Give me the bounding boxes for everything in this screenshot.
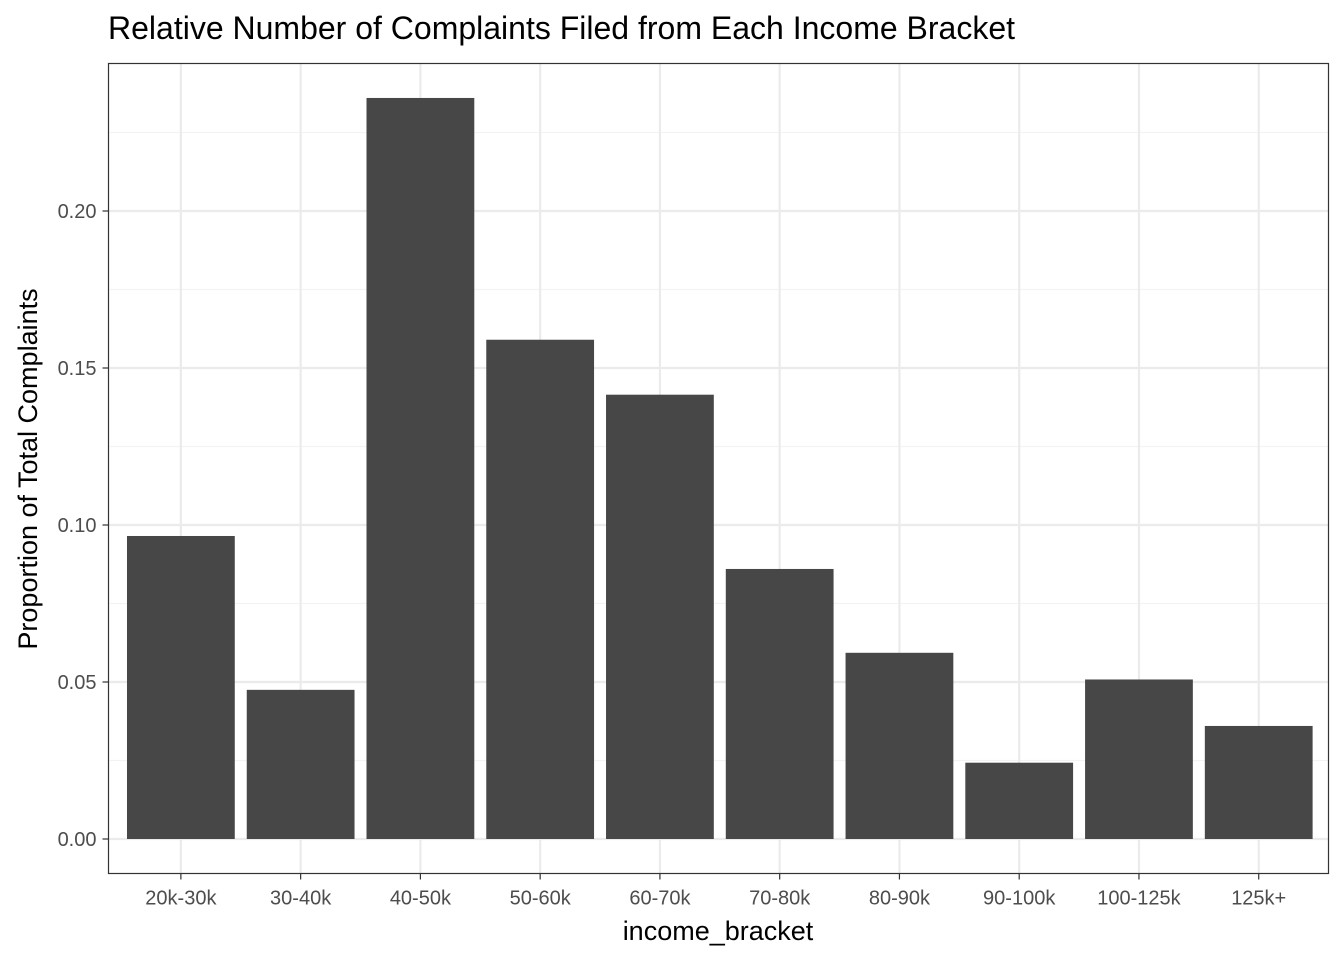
bar-30-40k: [246, 689, 355, 839]
bar-80-90k: [845, 652, 954, 839]
y-tick-label: 0.10: [58, 515, 97, 537]
bar-100-125k: [1085, 679, 1193, 839]
chart-title: Relative Number of Complaints Filed from…: [108, 10, 1015, 46]
x-tick-label: 20k-30k: [145, 888, 217, 910]
y-axis: 0.00 0.05 0.10 0.15 0.20: [58, 201, 109, 851]
bar-90-100k: [965, 762, 1074, 839]
x-tick-label: 30-40k: [270, 888, 332, 910]
bar-60-70k: [606, 394, 714, 839]
y-tick-label: 0.05: [58, 672, 97, 694]
bar-70-80k: [725, 568, 834, 839]
y-axis-title: Proportion of Total Complaints: [13, 288, 43, 649]
bar-125k+: [1204, 725, 1313, 839]
y-tick-label: 0.00: [58, 829, 97, 851]
y-tick-label: 0.20: [58, 201, 97, 223]
x-axis-title: income_bracket: [623, 916, 814, 946]
x-tick-label: 50-60k: [510, 888, 572, 910]
bars: [126, 97, 1313, 839]
x-tick-label: 80-90k: [869, 888, 931, 910]
y-tick-label: 0.15: [58, 358, 97, 380]
panel-border: [107, 62, 1330, 875]
x-tick-label: 90-100k: [983, 888, 1056, 910]
bar-40-50k: [366, 97, 475, 839]
x-tick-label: 40-50k: [390, 888, 452, 910]
bar-50-60k: [486, 339, 595, 839]
x-tick-label: 100-125k: [1097, 888, 1181, 910]
x-tick-label: 125k+: [1231, 888, 1286, 910]
x-axis: 20k-30k 30-40k 40-50k 50-60k 60-70k 70-80k 80-…: [145, 873, 1286, 910]
bar-20k-30k: [126, 535, 235, 839]
x-tick-label: 70-80k: [749, 888, 811, 910]
x-tick-label: 60-70k: [629, 888, 691, 910]
